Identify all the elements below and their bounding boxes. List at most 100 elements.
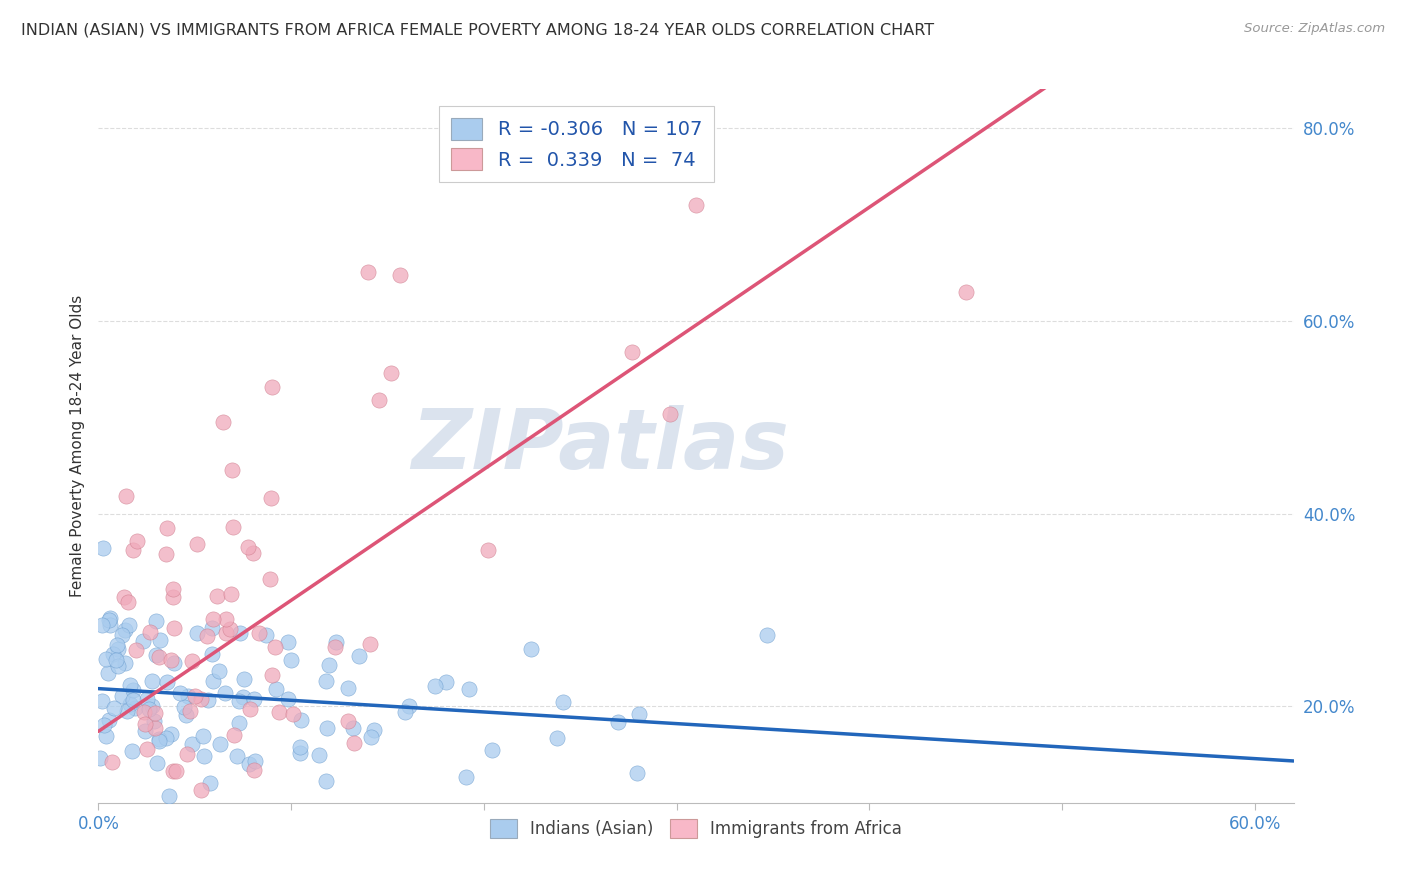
Point <box>457 682 479 697</box>
Point <box>134 716 156 731</box>
Point <box>259 572 281 586</box>
Point <box>143 706 166 720</box>
Point <box>184 690 207 704</box>
Point <box>117 595 139 609</box>
Point <box>125 643 148 657</box>
Point <box>141 673 163 688</box>
Point <box>118 678 141 692</box>
Point <box>176 834 198 848</box>
Point <box>105 653 128 667</box>
Point <box>121 744 143 758</box>
Point <box>247 626 270 640</box>
Point <box>121 692 143 706</box>
Point <box>481 742 503 756</box>
Point <box>363 723 385 738</box>
Point <box>136 692 159 706</box>
Point <box>195 629 218 643</box>
Point <box>94 729 117 743</box>
Point <box>423 679 446 693</box>
Point <box>243 754 266 768</box>
Point <box>148 731 170 746</box>
Point <box>114 489 136 503</box>
Point <box>156 674 179 689</box>
Point <box>169 686 191 700</box>
Point <box>114 656 136 670</box>
Point <box>139 824 162 838</box>
Point <box>132 706 155 720</box>
Point <box>160 652 183 666</box>
Point <box>162 582 184 596</box>
Point <box>121 683 143 698</box>
Point <box>955 285 977 299</box>
Point <box>190 783 212 797</box>
Point <box>207 590 229 604</box>
Point <box>162 591 184 605</box>
Point <box>280 653 302 667</box>
Point <box>122 823 145 838</box>
Point <box>186 625 208 640</box>
Point <box>434 674 457 689</box>
Point <box>277 634 299 648</box>
Text: ZIPatlas: ZIPatlas <box>412 406 789 486</box>
Point <box>145 648 167 662</box>
Point <box>96 834 118 848</box>
Point <box>359 637 381 651</box>
Point <box>155 547 177 561</box>
Point <box>197 693 219 707</box>
Point <box>98 618 121 632</box>
Point <box>260 668 283 682</box>
Point <box>201 647 224 661</box>
Point <box>238 757 260 772</box>
Point <box>141 699 163 714</box>
Point <box>212 415 235 429</box>
Point <box>134 724 156 739</box>
Point <box>97 713 120 727</box>
Point <box>156 520 179 534</box>
Point <box>122 543 145 558</box>
Point <box>91 617 114 632</box>
Point <box>264 681 287 696</box>
Point <box>186 537 208 551</box>
Point <box>93 718 115 732</box>
Point <box>90 694 112 708</box>
Point <box>627 707 650 722</box>
Point <box>315 773 337 788</box>
Text: INDIAN (ASIAN) VS IMMIGRANTS FROM AFRICA FEMALE POVERTY AMONG 18-24 YEAR OLDS CO: INDIAN (ASIAN) VS IMMIGRANTS FROM AFRICA… <box>21 22 934 37</box>
Point <box>239 702 262 716</box>
Point <box>117 704 139 718</box>
Point <box>215 625 238 640</box>
Point <box>107 638 129 652</box>
Point <box>357 265 380 279</box>
Point <box>127 533 149 548</box>
Point <box>254 628 277 642</box>
Point <box>145 756 167 770</box>
Point <box>380 366 402 380</box>
Point <box>201 621 224 635</box>
Point <box>181 654 204 668</box>
Point <box>98 611 121 625</box>
Point <box>148 650 170 665</box>
Point <box>288 739 311 754</box>
Point <box>360 730 382 744</box>
Point <box>190 692 212 706</box>
Point <box>288 746 311 760</box>
Point <box>193 748 215 763</box>
Point <box>620 344 643 359</box>
Point <box>243 691 266 706</box>
Point <box>290 713 312 727</box>
Point <box>281 707 304 722</box>
Point <box>394 705 416 719</box>
Point <box>179 704 201 718</box>
Point <box>546 731 568 746</box>
Point <box>93 541 115 555</box>
Point <box>143 819 166 833</box>
Point <box>103 701 125 715</box>
Point <box>454 770 477 784</box>
Point <box>477 542 499 557</box>
Point <box>219 622 242 636</box>
Point <box>221 463 243 477</box>
Point <box>194 834 217 848</box>
Point <box>163 621 186 635</box>
Point <box>347 648 370 663</box>
Point <box>315 673 337 688</box>
